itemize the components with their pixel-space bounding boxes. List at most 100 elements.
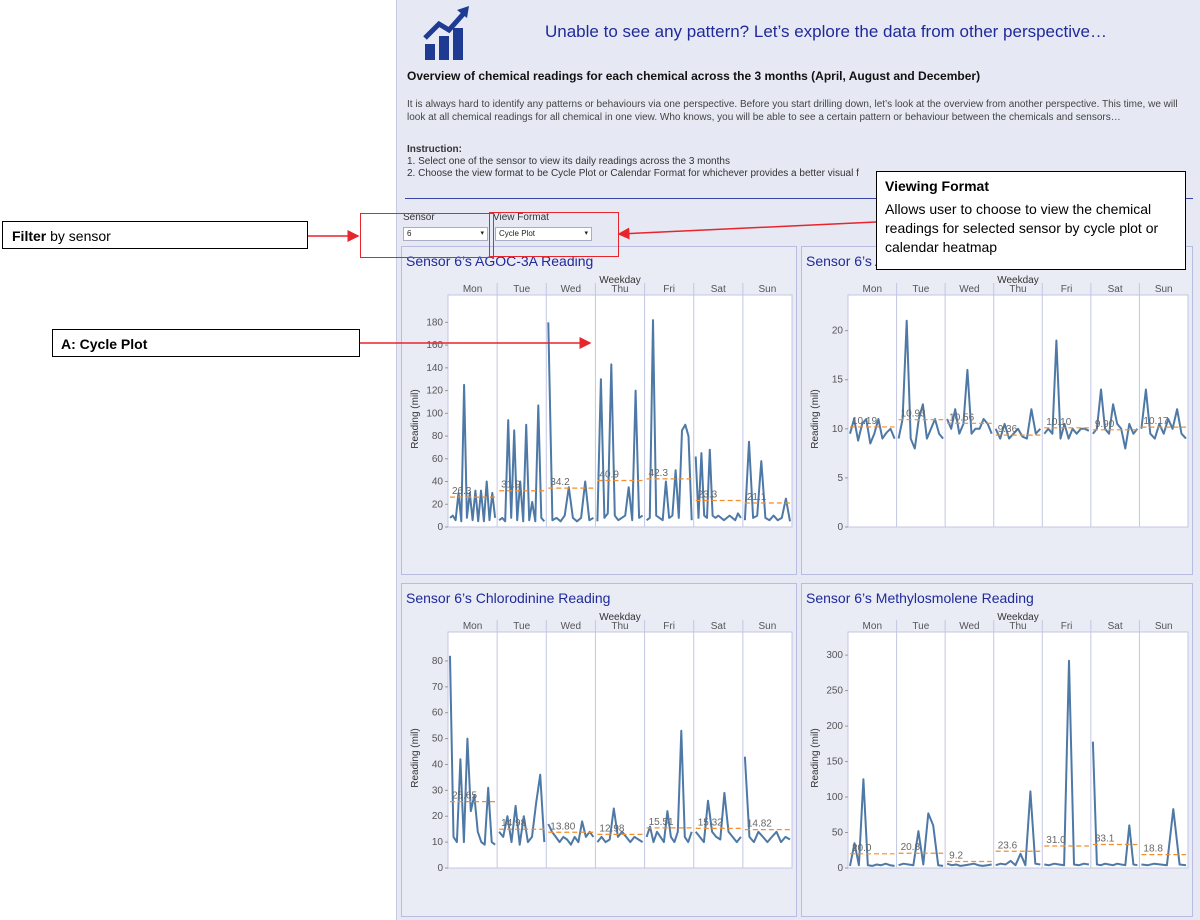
average-label: 9.36 bbox=[998, 424, 1018, 435]
average-label: 25.65 bbox=[452, 791, 477, 802]
series-line bbox=[849, 778, 895, 867]
weekday-label: Sat bbox=[711, 621, 726, 632]
y-tick-label: 160 bbox=[426, 340, 443, 351]
average-label: 14.82 bbox=[747, 819, 772, 830]
average-label: 23.6 bbox=[998, 840, 1018, 851]
series-line bbox=[694, 448, 742, 522]
weekday-label: Fri bbox=[663, 284, 675, 295]
instruction-title: Instruction: bbox=[407, 144, 462, 155]
cycle-plot-arsenic: Weekday Mon Tue Wed Thu Fri Sat Sun 0 5 10 15 20 Read… bbox=[810, 275, 1189, 533]
x-axis-title: Weekday bbox=[599, 275, 641, 286]
cycle-plot-methylosmolene: Weekday Mon Tue Wed Thu Fri Sat Sun 0 50 100 150 200… bbox=[810, 612, 1189, 874]
x-axis-title: Weekday bbox=[997, 612, 1039, 623]
series-line bbox=[1140, 388, 1187, 440]
y-tick-label: 0 bbox=[837, 863, 843, 874]
callout-view-text: Allows user to choose to view the chemic… bbox=[885, 201, 1159, 255]
view-format-highlight bbox=[489, 212, 619, 257]
y-tick-label: 60 bbox=[432, 708, 444, 719]
average-label: 23.3 bbox=[698, 490, 718, 501]
weekday-label: Mon bbox=[863, 621, 882, 632]
description-text: It is always hard to identify any patter… bbox=[407, 99, 1178, 123]
weekday-label: Sat bbox=[711, 284, 726, 295]
average-label: 34.2 bbox=[550, 477, 570, 488]
y-axis-title: Reading (mil) bbox=[810, 389, 821, 448]
plot-area bbox=[447, 294, 793, 528]
y-tick-label: 100 bbox=[426, 408, 443, 419]
series-line bbox=[498, 404, 546, 523]
y-tick-label: 10 bbox=[432, 837, 444, 848]
view-format-value: Cycle Plot bbox=[499, 229, 536, 238]
series-line bbox=[1091, 741, 1138, 867]
series-line bbox=[645, 729, 693, 844]
y-tick-label: 120 bbox=[426, 386, 443, 397]
weekday-label: Mon bbox=[463, 621, 482, 632]
average-label: 10.19 bbox=[852, 416, 877, 427]
chart-panel-arsenic: Sensor 6’s Arsenic Reading Weekday Mon Tue… bbox=[801, 246, 1193, 575]
cycle-plot-chlorodinine: Weekday Mon Tue Wed Thu Fri Sat Sun 0 10 20 30 40 50 6… bbox=[410, 612, 793, 874]
weekday-label: Sun bbox=[1155, 284, 1173, 295]
instructions: Instruction: 1. Select one of the sensor… bbox=[407, 144, 907, 180]
y-tick-label: 60 bbox=[432, 454, 444, 465]
y-tick-label: 30 bbox=[432, 785, 444, 796]
average-label: 9.90 bbox=[1095, 419, 1115, 430]
series-line bbox=[743, 440, 791, 522]
x-axis-title: Weekday bbox=[599, 612, 641, 623]
weekday-label: Sun bbox=[759, 621, 777, 632]
weekday-label: Thu bbox=[611, 284, 628, 295]
sensor-filter-label: Sensor bbox=[403, 212, 435, 223]
weekday-label: Thu bbox=[611, 621, 628, 632]
series-line bbox=[1092, 388, 1139, 450]
weekday-label: Sat bbox=[1108, 621, 1123, 632]
average-label: 10.17 bbox=[1143, 416, 1168, 427]
series-line bbox=[694, 791, 742, 844]
instruction-step-1: 1. Select one of the sensor to view its … bbox=[407, 156, 730, 167]
series-line bbox=[1141, 808, 1187, 867]
chart-panel-agoc: Sensor 6’s AGOC-3A Reading Weekday Mon Tue… bbox=[401, 246, 797, 575]
series-line bbox=[946, 368, 993, 435]
series-line bbox=[498, 773, 546, 846]
series-line bbox=[449, 655, 496, 846]
weekday-label: Mon bbox=[863, 284, 882, 295]
y-axis-title: Reading (mil) bbox=[410, 728, 421, 787]
view-format-label: View Format bbox=[493, 212, 549, 223]
series-line bbox=[849, 418, 896, 445]
growth-chart-icon bbox=[423, 6, 469, 60]
weekday-label: Wed bbox=[959, 621, 979, 632]
chart-title-methylosmolene: Sensor 6’s Methylosmolene Reading bbox=[806, 590, 1034, 606]
sensor-dropdown-value: 6 bbox=[407, 229, 412, 238]
average-label: 9.2 bbox=[949, 850, 963, 861]
divider bbox=[405, 198, 1193, 199]
average-label: 31.9 bbox=[501, 480, 521, 491]
chevron-down-icon: ▾ bbox=[480, 230, 484, 237]
weekday-label: Tue bbox=[912, 621, 929, 632]
weekday-label: Wed bbox=[561, 621, 581, 632]
y-tick-label: 0 bbox=[437, 863, 443, 874]
average-label: 10.56 bbox=[949, 412, 974, 423]
callout-filter: Filter by sensor bbox=[2, 221, 308, 249]
chart-panel-methylosmolene: Sensor 6’s Methylosmolene Reading Weekda… bbox=[801, 583, 1193, 917]
callout-filter-bold: Filter bbox=[12, 228, 47, 244]
view-format-dropdown[interactable]: Cycle Plot ▾ bbox=[495, 227, 592, 241]
weekday-label: Thu bbox=[1009, 284, 1026, 295]
callout-view-title: Viewing Format bbox=[885, 178, 989, 194]
average-label: 20.8 bbox=[901, 842, 921, 853]
chevron-down-icon: ▾ bbox=[584, 230, 588, 237]
instruction-step-2: 2. Choose the view format to be Cycle Pl… bbox=[407, 168, 859, 179]
average-label: 18.8 bbox=[1143, 844, 1163, 855]
plot-area bbox=[847, 294, 1189, 528]
sensor-dropdown[interactable]: 6 ▾ bbox=[403, 227, 488, 241]
cycle-plot-agoc: Weekday Mon Tue Wed Thu Fri Sat Sun 0 20 40 60 80 100… bbox=[410, 275, 793, 533]
average-label: 15.51 bbox=[649, 817, 674, 828]
series-line bbox=[897, 319, 944, 450]
y-tick-label: 10 bbox=[832, 424, 844, 435]
average-label: 42.3 bbox=[649, 468, 669, 479]
weekday-label: Tue bbox=[912, 284, 929, 295]
average-label: 20.0 bbox=[852, 843, 872, 854]
series-line bbox=[547, 322, 594, 523]
series-line bbox=[449, 383, 497, 523]
chart-panel-chlorodinine: Sensor 6’s Chlorodinine Reading Weekday M… bbox=[401, 583, 797, 917]
dashboard: Unable to see any pattern? Let’s explore… bbox=[396, 0, 1200, 920]
series-line bbox=[1043, 339, 1090, 440]
weekday-label: Fri bbox=[663, 621, 675, 632]
weekday-label: Fri bbox=[1061, 284, 1073, 295]
